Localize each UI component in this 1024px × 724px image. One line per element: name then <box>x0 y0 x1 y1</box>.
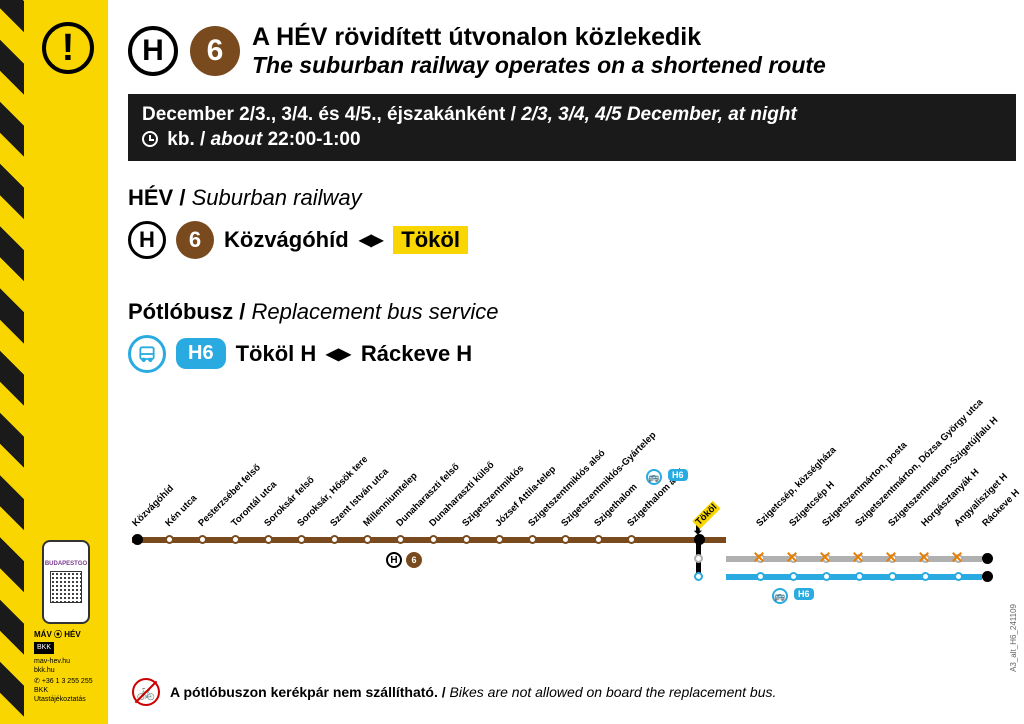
station-dot <box>921 572 930 581</box>
line-badge-mini: 6 <box>406 552 422 568</box>
bidir-arrows-icon: ▶▶ <box>326 344 351 364</box>
station-dot <box>561 535 570 544</box>
station-dot <box>297 535 306 544</box>
bus-route-row: H6 Tököl H ▶▶ Ráckeve H <box>128 335 1016 373</box>
station-dot <box>198 535 207 544</box>
line-number: 6 <box>207 34 224 68</box>
bus-title-en: Replacement bus service <box>251 299 498 324</box>
hev-to: Tököl <box>393 226 468 254</box>
station-dot <box>429 535 438 544</box>
station-dot <box>462 535 471 544</box>
time-range: 22:00-1:00 <box>268 129 361 150</box>
line-badge: 6 <box>190 26 240 76</box>
station-dot <box>495 535 504 544</box>
header-row: H 6 A HÉV rövidített útvonalon közlekedi… <box>128 22 1016 80</box>
station-label: Horgásztanyák H <box>919 467 981 529</box>
station-dot <box>132 535 143 545</box>
station-dot <box>921 554 930 563</box>
bus-to: Ráckeve H <box>361 341 472 367</box>
time-en: about <box>211 129 263 150</box>
header-titles: A HÉV rövidített útvonalon közlekedik Th… <box>252 22 826 80</box>
clock-icon <box>142 131 158 147</box>
hev-logo-small: H <box>128 221 166 259</box>
bus-title-hu: Pótlóbusz <box>128 299 233 324</box>
line-badge-small: 6 <box>176 221 214 259</box>
hev-section-title: HÉV / Suburban railway <box>128 185 1016 211</box>
org2: BKK <box>34 642 54 653</box>
h6-badge-mini: H6 <box>794 588 814 600</box>
bus-section-title: Pótlóbusz / Replacement bus service <box>128 299 1016 325</box>
station-dot <box>954 554 963 563</box>
bus-icon-mini: 🚌 <box>772 588 788 604</box>
h6-badge-mini: H6 <box>668 469 688 481</box>
hev-title-en: Suburban railway <box>192 185 362 210</box>
station-label: József Attila-telep <box>493 464 558 529</box>
bus-icon-mini: 🚌 <box>646 469 662 485</box>
station-dot <box>789 572 798 581</box>
title-en: The suburban railway operates on a short… <box>252 52 826 80</box>
station-dot <box>888 554 897 563</box>
station-dot <box>627 535 636 544</box>
station-dot <box>954 572 963 581</box>
station-dot <box>330 535 339 544</box>
sidebar-info: BUDAPESTGO MÁV ⦿ HÉV BKK mav-hev.hu bkk.… <box>34 540 98 704</box>
phone: +36 1 3 255 255 <box>42 678 93 685</box>
station-dot <box>888 572 897 581</box>
bus-from: Tököl H <box>236 341 317 367</box>
app-logo-text: BUDAPESTGO <box>45 561 87 569</box>
station-dot <box>528 535 537 544</box>
h6-badge: H6 <box>176 338 226 369</box>
alert-icon: ! <box>42 22 94 74</box>
station-dot <box>231 535 240 544</box>
hev-logo: H <box>128 26 178 76</box>
bus-icon <box>128 335 166 373</box>
footer: 🚲 A pótlóbuszon kerékpár nem szállítható… <box>132 678 776 706</box>
station-dot <box>264 535 273 544</box>
station-dot <box>396 535 405 544</box>
qr-code <box>50 571 82 603</box>
dates-hu: December 2/3., 3/4. és 4/5., éjszakánkén… <box>142 104 505 125</box>
org1: MÁV ⦿ HÉV <box>34 630 98 640</box>
hev-title-hu: HÉV <box>128 185 173 210</box>
title-hu: A HÉV rövidített útvonalon közlekedik <box>252 22 826 52</box>
footer-en: Bikes are not allowed on board the repla… <box>450 684 777 700</box>
station-dot <box>694 572 703 581</box>
station-dot <box>855 554 864 563</box>
phone-mockup: BUDAPESTGO <box>42 540 90 624</box>
station-label: Szigetszentmiklós <box>460 463 526 529</box>
station-dot <box>165 535 174 544</box>
station-dot <box>855 572 864 581</box>
station-dot <box>822 572 831 581</box>
footer-hu: A pótlóbuszon kerékpár nem szállítható. <box>170 684 438 700</box>
station-dot <box>822 554 831 563</box>
reference-code: A3_alt_H6_241109 <box>1009 604 1018 672</box>
station-dot <box>756 554 765 563</box>
station-label: Tököl <box>692 500 721 529</box>
station-dot <box>982 554 993 564</box>
time-hu: kb. <box>167 129 194 150</box>
station-dot <box>694 554 703 563</box>
hev-logo-mini: H <box>386 552 402 568</box>
route-diagram: ⬇KözvágóhídKén utcaPesterzsébet felsőTor… <box>128 452 994 652</box>
no-bike-icon: 🚲 <box>132 678 160 706</box>
date-bar: December 2/3., 3/4. és 4/5., éjszakánkén… <box>128 94 1016 161</box>
url1: mav-hev.hu <box>34 657 98 666</box>
url2: bkk.hu <box>34 666 98 675</box>
station-dot <box>789 554 798 563</box>
dates-en: 2/3, 3/4, 4/5 December, at night <box>521 104 797 125</box>
station-dot <box>594 535 603 544</box>
hev-route-row: H 6 Közvágóhíd ▶▶ Tököl <box>128 221 1016 259</box>
bidir-arrows-icon: ▶▶ <box>359 230 384 250</box>
note: BKK Utastájékoztatás <box>34 686 98 704</box>
station-label: Szent István utca <box>328 466 391 529</box>
station-dot <box>363 535 372 544</box>
station-dot <box>982 572 993 582</box>
hev-from: Közvágóhíd <box>224 227 349 253</box>
station-dot <box>756 572 765 581</box>
